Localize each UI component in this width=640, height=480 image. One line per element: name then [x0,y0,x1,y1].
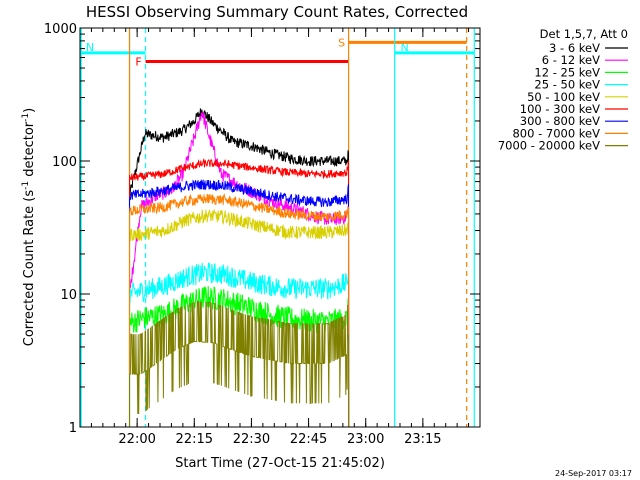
timestamp: 24-Sep-2017 03:17 [555,469,632,478]
series-line [129,179,350,428]
legend-header: Det 1,5,7, Att 0 [540,27,628,41]
series-line [129,262,350,428]
legend-entry-label: 300 - 800 keV [520,114,600,128]
legend-entry-label: 100 - 300 keV [520,102,600,116]
x-axis: 22:00 22:15 22:30 22:45 23:00 23:15 [79,28,481,447]
x-tick-label: 22:00 [118,432,155,447]
observing-flags: N N F S [80,36,475,68]
x-tick-label: 23:00 [347,432,384,447]
y-tick-label: 10 [60,288,77,303]
legend-entry-label: 50 - 100 keV [527,90,600,104]
y-tick-label: 1 [69,421,77,436]
x-tick-label: 22:15 [176,432,213,447]
flag-label: N [401,41,409,54]
legend-entry-label: 7000 - 20000 keV [498,139,600,153]
x-tick-label: 22:45 [290,432,327,447]
flag-label: F [135,55,141,68]
y-axis-label: Corrected Count Rate (s-1 detector-1) [21,108,37,346]
legend-entry-label: 25 - 50 keV [534,78,600,92]
series-line [129,209,350,428]
series-line [129,158,350,428]
x-tick-label: 23:15 [404,432,441,447]
flag-label: S [338,36,345,49]
y-axis: 1 10 100 1000 [44,22,480,436]
series-line [129,108,350,428]
legend-entry-label: 800 - 7000 keV [512,126,600,140]
series-lines [129,108,350,428]
chart-title: HESSI Observing Summary Count Rates, Cor… [86,3,468,21]
legend-entry-label: 6 - 12 keV [542,53,600,67]
y-tick-label: 1000 [44,22,77,37]
legend-entry-label: 12 - 25 keV [534,65,600,79]
flag-label: N [86,41,94,54]
series-line [129,301,350,428]
y-tick-label: 100 [52,155,77,170]
x-tick-label: 22:30 [233,432,270,447]
series-line [129,193,350,428]
x-axis-label: Start Time (27-Oct-15 21:45:02) [175,456,385,471]
legend-entry-label: 3 - 6 keV [549,41,600,55]
plot-frame [79,27,481,428]
